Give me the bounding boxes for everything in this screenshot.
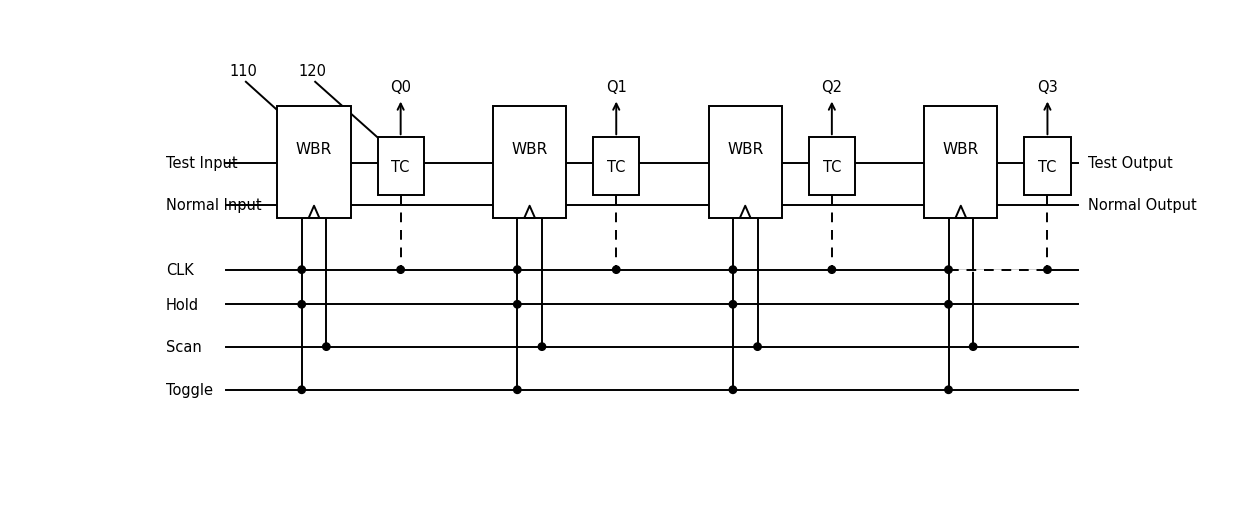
Bar (808, 138, 854, 195)
Circle shape (322, 343, 330, 351)
Bar (278, 107, 351, 219)
Text: Test Input: Test Input (166, 156, 237, 171)
Text: Q0: Q0 (391, 80, 412, 95)
Bar (593, 138, 640, 195)
Circle shape (729, 386, 737, 393)
Text: Test Output: Test Output (1089, 156, 1173, 171)
Circle shape (397, 266, 404, 274)
Text: Scan: Scan (166, 340, 202, 354)
Circle shape (945, 386, 952, 393)
Circle shape (970, 343, 977, 351)
Bar (377, 138, 424, 195)
Circle shape (1044, 266, 1052, 274)
Circle shape (828, 266, 836, 274)
Text: WBR: WBR (296, 142, 332, 157)
Circle shape (945, 266, 952, 274)
Text: Normal Input: Normal Input (166, 198, 262, 213)
Text: Q3: Q3 (1037, 80, 1058, 95)
Bar (1024, 138, 1070, 195)
Circle shape (754, 343, 761, 351)
Bar (924, 107, 997, 219)
Text: Hold: Hold (166, 297, 198, 312)
Text: 120: 120 (299, 64, 326, 79)
Circle shape (945, 301, 952, 308)
Circle shape (298, 266, 305, 274)
Text: WBR: WBR (727, 142, 764, 157)
Circle shape (513, 301, 521, 308)
Circle shape (513, 266, 521, 274)
Text: WBR: WBR (942, 142, 978, 157)
Text: 110: 110 (229, 64, 257, 79)
Text: TC: TC (1038, 159, 1056, 174)
Circle shape (298, 386, 305, 393)
Text: Toggle: Toggle (166, 382, 213, 398)
Bar (494, 107, 567, 219)
Circle shape (513, 386, 521, 393)
Text: CLK: CLK (166, 263, 193, 277)
Text: Q2: Q2 (821, 80, 842, 95)
Text: WBR: WBR (511, 142, 548, 157)
Circle shape (613, 266, 620, 274)
Text: Q1: Q1 (606, 80, 626, 95)
Text: TC: TC (392, 159, 410, 174)
Circle shape (538, 343, 546, 351)
Circle shape (298, 301, 305, 308)
Text: TC: TC (608, 159, 625, 174)
Circle shape (729, 266, 737, 274)
Circle shape (729, 301, 737, 308)
Text: TC: TC (822, 159, 841, 174)
Text: Normal Output: Normal Output (1089, 198, 1197, 213)
Bar (708, 107, 781, 219)
